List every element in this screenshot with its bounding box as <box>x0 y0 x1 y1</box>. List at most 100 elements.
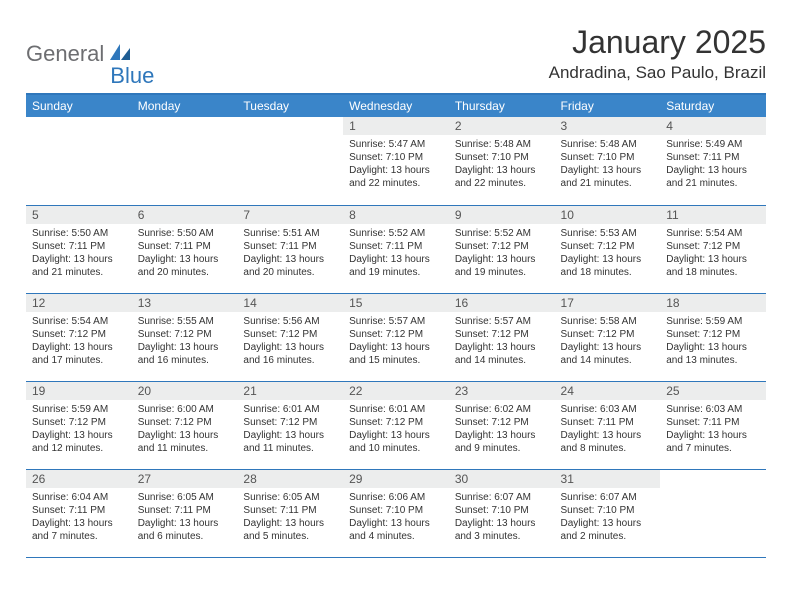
sunrise-line: Sunrise: 6:05 AM <box>138 491 232 504</box>
calendar-cell: 11Sunrise: 5:54 AMSunset: 7:12 PMDayligh… <box>660 205 766 293</box>
calendar-cell: 15Sunrise: 5:57 AMSunset: 7:12 PMDayligh… <box>343 293 449 381</box>
daylight-line: Daylight: 13 hours and 20 minutes. <box>243 253 337 279</box>
day-number: 29 <box>343 470 449 488</box>
sunrise-line: Sunrise: 6:06 AM <box>349 491 443 504</box>
calendar-cell: 27Sunrise: 6:05 AMSunset: 7:11 PMDayligh… <box>132 469 238 557</box>
day-number: 16 <box>449 294 555 312</box>
day-number: 19 <box>26 382 132 400</box>
calendar-cell: 1Sunrise: 5:47 AMSunset: 7:10 PMDaylight… <box>343 117 449 205</box>
weekday-header: Friday <box>555 95 661 117</box>
day-number: 30 <box>449 470 555 488</box>
sunset-line: Sunset: 7:12 PM <box>349 328 443 341</box>
day-number: 10 <box>555 206 661 224</box>
day-number: 27 <box>132 470 238 488</box>
day-details: Sunrise: 6:02 AMSunset: 7:12 PMDaylight:… <box>449 400 555 459</box>
day-number: 28 <box>237 470 343 488</box>
day-number: 25 <box>660 382 766 400</box>
daylight-line: Daylight: 13 hours and 19 minutes. <box>349 253 443 279</box>
daylight-line: Daylight: 13 hours and 13 minutes. <box>666 341 760 367</box>
day-details: Sunrise: 5:57 AMSunset: 7:12 PMDaylight:… <box>343 312 449 371</box>
day-number: 5 <box>26 206 132 224</box>
daylight-line: Daylight: 13 hours and 6 minutes. <box>138 517 232 543</box>
sunrise-line: Sunrise: 5:59 AM <box>32 403 126 416</box>
sunset-line: Sunset: 7:12 PM <box>349 416 443 429</box>
calendar-cell: 9Sunrise: 5:52 AMSunset: 7:12 PMDaylight… <box>449 205 555 293</box>
sunrise-line: Sunrise: 6:02 AM <box>455 403 549 416</box>
header: General Blue January 2025 Andradina, Sao… <box>26 24 766 83</box>
day-details: Sunrise: 5:50 AMSunset: 7:11 PMDaylight:… <box>26 224 132 283</box>
weekday-header: Thursday <box>449 95 555 117</box>
calendar-cell: 3Sunrise: 5:48 AMSunset: 7:10 PMDaylight… <box>555 117 661 205</box>
weekday-header: Saturday <box>660 95 766 117</box>
logo-word-1: General <box>26 41 104 67</box>
calendar-cell: 6Sunrise: 5:50 AMSunset: 7:11 PMDaylight… <box>132 205 238 293</box>
title-block: January 2025 Andradina, Sao Paulo, Brazi… <box>549 24 766 83</box>
calendar-cell <box>660 469 766 557</box>
daylight-line: Daylight: 13 hours and 10 minutes. <box>349 429 443 455</box>
daylight-line: Daylight: 13 hours and 3 minutes. <box>455 517 549 543</box>
calendar-cell: 23Sunrise: 6:02 AMSunset: 7:12 PMDayligh… <box>449 381 555 469</box>
day-number: 26 <box>26 470 132 488</box>
calendar-cell: 10Sunrise: 5:53 AMSunset: 7:12 PMDayligh… <box>555 205 661 293</box>
calendar-body: 1Sunrise: 5:47 AMSunset: 7:10 PMDaylight… <box>26 117 766 557</box>
day-details: Sunrise: 5:59 AMSunset: 7:12 PMDaylight:… <box>26 400 132 459</box>
sunset-line: Sunset: 7:11 PM <box>138 240 232 253</box>
sunrise-line: Sunrise: 5:56 AM <box>243 315 337 328</box>
sunset-line: Sunset: 7:10 PM <box>561 151 655 164</box>
weekday-header: Wednesday <box>343 95 449 117</box>
sunset-line: Sunset: 7:12 PM <box>561 328 655 341</box>
sunset-line: Sunset: 7:10 PM <box>561 504 655 517</box>
day-number: 1 <box>343 117 449 135</box>
day-details: Sunrise: 6:05 AMSunset: 7:11 PMDaylight:… <box>237 488 343 547</box>
sunrise-line: Sunrise: 5:55 AM <box>138 315 232 328</box>
day-number: 12 <box>26 294 132 312</box>
day-number: 13 <box>132 294 238 312</box>
sunrise-line: Sunrise: 5:49 AM <box>666 138 760 151</box>
sunset-line: Sunset: 7:11 PM <box>32 504 126 517</box>
daylight-line: Daylight: 13 hours and 2 minutes. <box>561 517 655 543</box>
sunrise-line: Sunrise: 6:03 AM <box>561 403 655 416</box>
sunset-line: Sunset: 7:12 PM <box>32 328 126 341</box>
page-title: January 2025 <box>549 24 766 61</box>
daylight-line: Daylight: 13 hours and 11 minutes. <box>138 429 232 455</box>
day-number: 23 <box>449 382 555 400</box>
day-details: Sunrise: 5:47 AMSunset: 7:10 PMDaylight:… <box>343 135 449 194</box>
day-number: 15 <box>343 294 449 312</box>
calendar-week-row: 19Sunrise: 5:59 AMSunset: 7:12 PMDayligh… <box>26 381 766 469</box>
sunrise-line: Sunrise: 5:59 AM <box>666 315 760 328</box>
daylight-line: Daylight: 13 hours and 16 minutes. <box>243 341 337 367</box>
daylight-line: Daylight: 13 hours and 21 minutes. <box>561 164 655 190</box>
daylight-line: Daylight: 13 hours and 18 minutes. <box>561 253 655 279</box>
sunset-line: Sunset: 7:11 PM <box>243 504 337 517</box>
calendar-cell: 8Sunrise: 5:52 AMSunset: 7:11 PMDaylight… <box>343 205 449 293</box>
sunrise-line: Sunrise: 5:52 AM <box>455 227 549 240</box>
day-details: Sunrise: 6:00 AMSunset: 7:12 PMDaylight:… <box>132 400 238 459</box>
day-details: Sunrise: 6:05 AMSunset: 7:11 PMDaylight:… <box>132 488 238 547</box>
daylight-line: Daylight: 13 hours and 20 minutes. <box>138 253 232 279</box>
day-details: Sunrise: 6:04 AMSunset: 7:11 PMDaylight:… <box>26 488 132 547</box>
daylight-line: Daylight: 13 hours and 7 minutes. <box>32 517 126 543</box>
calendar-cell: 29Sunrise: 6:06 AMSunset: 7:10 PMDayligh… <box>343 469 449 557</box>
day-details: Sunrise: 5:58 AMSunset: 7:12 PMDaylight:… <box>555 312 661 371</box>
calendar-cell: 17Sunrise: 5:58 AMSunset: 7:12 PMDayligh… <box>555 293 661 381</box>
calendar-cell: 26Sunrise: 6:04 AMSunset: 7:11 PMDayligh… <box>26 469 132 557</box>
day-details: Sunrise: 6:03 AMSunset: 7:11 PMDaylight:… <box>660 400 766 459</box>
daylight-line: Daylight: 13 hours and 14 minutes. <box>561 341 655 367</box>
daylight-line: Daylight: 13 hours and 19 minutes. <box>455 253 549 279</box>
sunrise-line: Sunrise: 5:47 AM <box>349 138 443 151</box>
day-number: 21 <box>237 382 343 400</box>
sunrise-line: Sunrise: 5:53 AM <box>561 227 655 240</box>
daylight-line: Daylight: 13 hours and 16 minutes. <box>138 341 232 367</box>
day-details: Sunrise: 5:56 AMSunset: 7:12 PMDaylight:… <box>237 312 343 371</box>
calendar-cell: 28Sunrise: 6:05 AMSunset: 7:11 PMDayligh… <box>237 469 343 557</box>
sunset-line: Sunset: 7:11 PM <box>666 416 760 429</box>
sunrise-line: Sunrise: 5:57 AM <box>349 315 443 328</box>
day-details: Sunrise: 5:54 AMSunset: 7:12 PMDaylight:… <box>660 224 766 283</box>
calendar-cell: 19Sunrise: 5:59 AMSunset: 7:12 PMDayligh… <box>26 381 132 469</box>
day-number: 4 <box>660 117 766 135</box>
sunset-line: Sunset: 7:12 PM <box>666 240 760 253</box>
day-number: 14 <box>237 294 343 312</box>
day-details: Sunrise: 5:59 AMSunset: 7:12 PMDaylight:… <box>660 312 766 371</box>
sunset-line: Sunset: 7:11 PM <box>666 151 760 164</box>
daylight-line: Daylight: 13 hours and 17 minutes. <box>32 341 126 367</box>
